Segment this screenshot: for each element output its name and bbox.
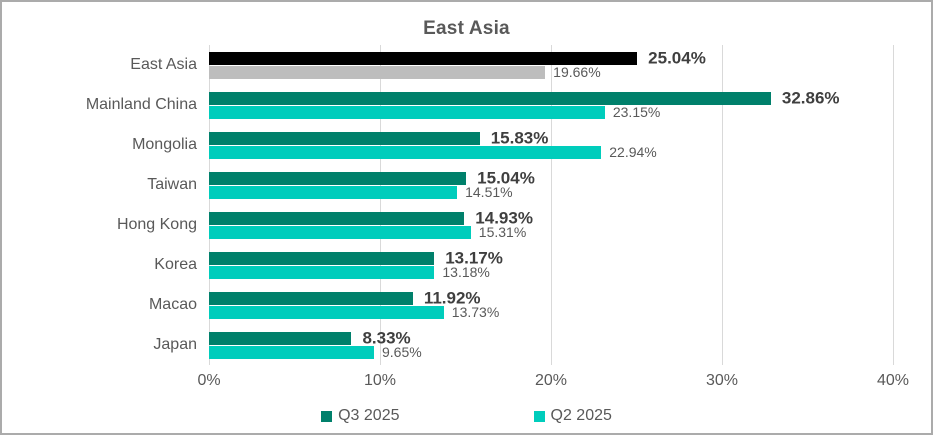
bar-q3-2025 [209,131,480,145]
value-axis: 0% 10% 20% 30% 40% [197,372,909,394]
bar-line: 14.93% [209,208,893,228]
bar-q3-2025 [209,51,638,65]
gridline [551,45,552,365]
bar-line: 8.33% [209,328,893,348]
bar-q2-2025 [209,225,471,239]
bar-q2-2025 [209,105,605,119]
bar-q2-2025 [209,345,374,359]
bar-row: 25.04% 19.66% [209,45,893,85]
data-label: 15.83% [490,128,549,148]
bar-q3-2025 [209,171,467,185]
bar-q2-2025 [209,65,546,79]
category-label: East Asia [130,56,197,73]
legend-label-q2: Q2 2025 [550,407,612,424]
bar-q3-2025 [209,331,352,345]
x-tick-label: 30% [705,372,739,389]
bar-row: 15.83% 22.94% [209,125,893,165]
x-tick-label: 0% [197,372,221,389]
bar-q2-2025 [209,185,458,199]
data-label: 13.73% [451,304,500,320]
gridline [722,45,723,365]
legend-label-q3: Q3 2025 [338,407,400,424]
bar-row: 32.86% 23.15% [209,85,893,125]
bar-line: 22.94% [209,144,893,160]
legend-swatch-q3 [321,410,333,422]
bar-line: 13.18% [209,264,893,280]
bar-line: 13.73% [209,304,893,320]
bar-rows: 25.04% 19.66% 32.86% 23.15% 15.83% 22.94% 15.0… [209,45,893,365]
category-label: Macao [148,296,197,313]
legend-item-q2: Q2 2025 [533,407,612,425]
bar-row: 13.17% 13.18% [209,245,893,285]
data-label: 19.66% [553,64,601,80]
bar-row: 11.92% 13.73% [209,285,893,325]
data-label: 15.04% [477,168,535,188]
bar-q2-2025 [209,145,602,159]
data-label: 13.17% [445,248,503,268]
gridline [209,45,210,365]
gridline [380,45,381,365]
legend: Q3 2025 Q2 2025 [2,407,931,425]
bar-q2-2025 [209,265,435,279]
bar-q3-2025 [209,91,771,105]
bar-row: 8.33% 9.65% [209,325,893,365]
data-label: 23.15% [612,104,661,120]
bar-line: 11.92% [209,288,893,308]
chart-title: East Asia [423,18,510,39]
bar-line: 13.17% [209,248,893,268]
data-label: 15.31% [478,224,527,240]
category-label: Taiwan [147,176,197,193]
bar-q2-2025 [209,305,444,319]
data-label: 13.18% [442,264,490,280]
bar-line: 9.65% [209,344,893,360]
legend-swatch-q2 [533,410,545,422]
category-label: Korea [154,256,197,273]
bar-line: 15.31% [209,224,893,240]
category-label: Mainland China [85,96,197,113]
bar-q3-2025 [209,291,413,305]
bar-line: 25.04% [209,48,893,68]
x-tick-label: 10% [363,372,397,389]
data-label: 8.33% [362,328,411,348]
bar-line: 32.86% [209,88,893,108]
category-axis: East Asia Mainland China Mongolia Taiwan Hon… [2,45,197,365]
legend-item-q3: Q3 2025 [321,407,400,425]
gridline [893,45,894,365]
data-label: 32.86% [781,88,840,108]
plot-area: 25.04% 19.66% 32.86% 23.15% 15.83% 22.94% 15.0… [209,45,894,365]
x-tick-label: 40% [876,372,910,389]
category-label: Mongolia [132,136,197,153]
data-label: 9.65% [382,344,422,360]
bar-line: 15.04% [209,168,893,188]
bar-line: 23.15% [209,104,893,120]
bar-row: 14.93% 15.31% [209,205,893,245]
bar-line: 19.66% [209,64,893,80]
data-label: 14.51% [465,184,513,200]
bar-row: 15.04% 14.51% [209,165,893,205]
bar-line: 15.83% [209,128,893,148]
data-label: 25.04% [648,48,706,68]
category-label: Japan [153,336,197,353]
x-tick-label: 20% [534,372,568,389]
bar-line: 14.51% [209,184,893,200]
data-label: 22.94% [609,144,657,160]
data-label: 11.92% [423,288,481,308]
bar-q3-2025 [209,211,465,225]
category-label: Hong Kong [116,216,197,233]
data-label: 14.93% [475,208,533,228]
bar-q3-2025 [209,251,435,265]
